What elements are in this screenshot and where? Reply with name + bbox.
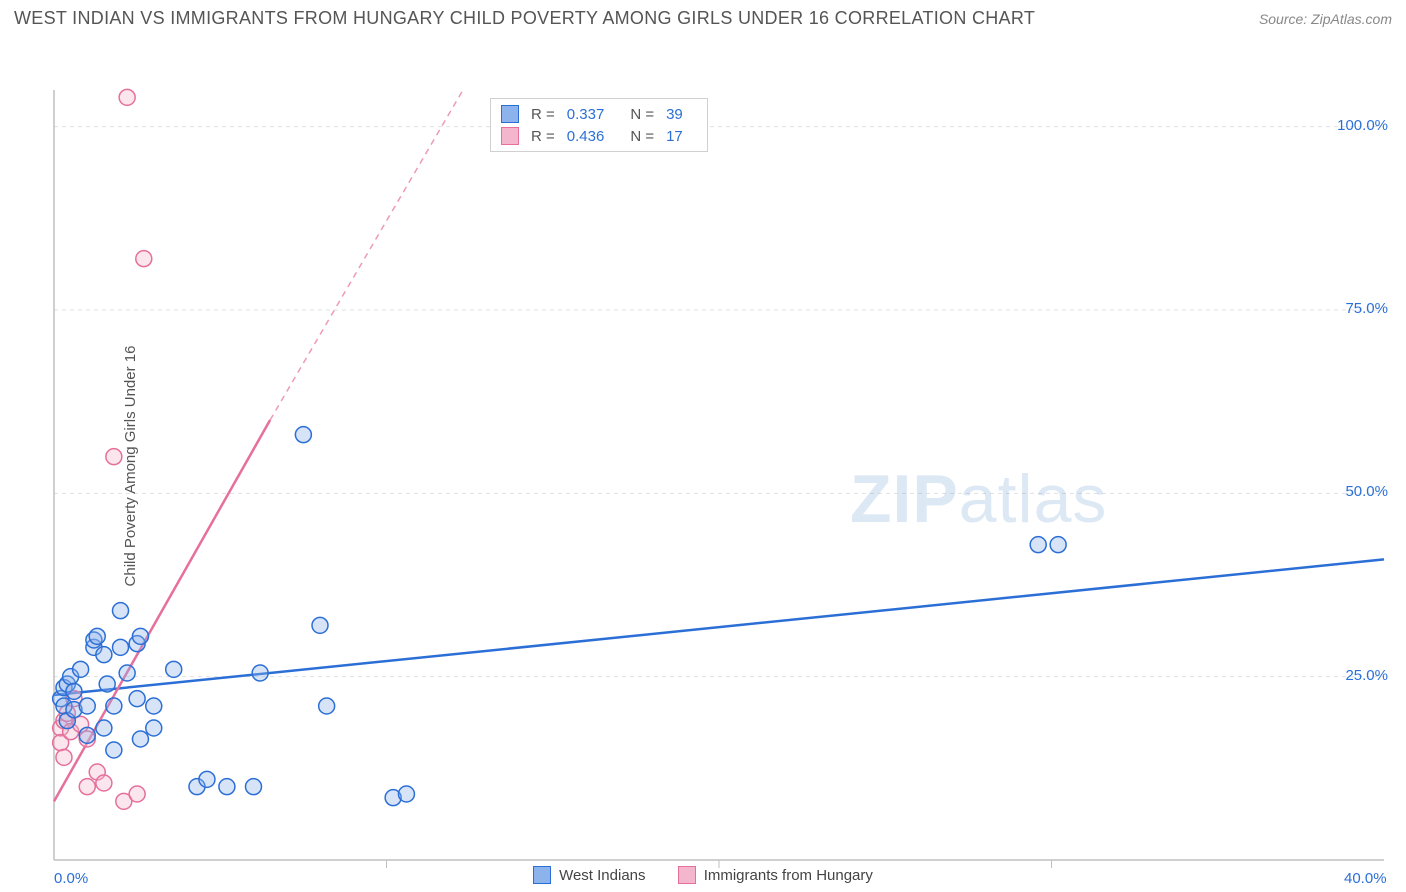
legend-n-value: 39: [666, 106, 683, 123]
legend-n-label: N =: [630, 106, 654, 123]
legend-series: West Indians Immigrants from Hungary: [0, 866, 1406, 888]
legend-r-label: R =: [531, 106, 555, 123]
y-tick-label: 25.0%: [1345, 667, 1388, 684]
legend-r-value: 0.436: [567, 128, 605, 145]
legend-r-value: 0.337: [567, 106, 605, 123]
chart-area: Child Poverty Among Girls Under 16 ZIPat…: [0, 40, 1406, 892]
legend-stats-row: R = 0.337 N = 39: [501, 103, 697, 125]
legend-label: West Indians: [559, 867, 645, 884]
y-tick-label: 50.0%: [1345, 483, 1388, 500]
legend-swatch-blue: [501, 105, 519, 123]
legend-label: Immigrants from Hungary: [704, 867, 873, 884]
legend-item: West Indians: [533, 866, 645, 884]
legend-swatch-pink: [678, 866, 696, 884]
x-tick-label: 0.0%: [54, 870, 88, 887]
scatter-plot: [0, 40, 1406, 892]
legend-n-label: N =: [630, 128, 654, 145]
legend-swatch-pink: [501, 127, 519, 145]
chart-title: WEST INDIAN VS IMMIGRANTS FROM HUNGARY C…: [14, 8, 1035, 29]
legend-r-label: R =: [531, 128, 555, 145]
legend-item: Immigrants from Hungary: [678, 866, 873, 884]
legend-n-value: 17: [666, 128, 683, 145]
x-tick-label: 40.0%: [1344, 870, 1387, 887]
legend-stats-row: R = 0.436 N = 17: [501, 125, 697, 147]
legend-swatch-blue: [533, 866, 551, 884]
y-tick-label: 75.0%: [1345, 300, 1388, 317]
y-axis-label: Child Poverty Among Girls Under 16: [122, 346, 139, 587]
y-tick-label: 100.0%: [1337, 117, 1388, 134]
source-label: Source: ZipAtlas.com: [1259, 11, 1392, 27]
legend-stats: R = 0.337 N = 39 R = 0.436 N = 17: [490, 98, 708, 152]
